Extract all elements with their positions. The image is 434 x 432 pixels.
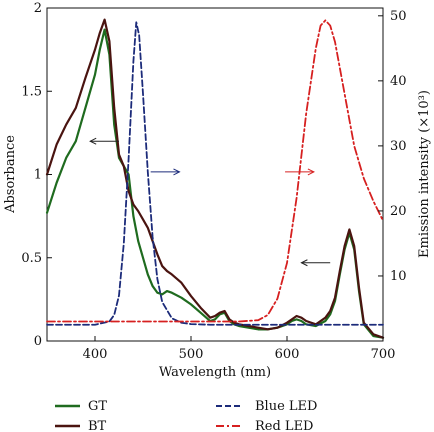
- x-tick-label: 600: [275, 347, 300, 362]
- y-right-tick-label: 50: [390, 9, 407, 24]
- legend-label-blue-led: Blue LED: [255, 399, 317, 414]
- y-right-tick-label: 20: [390, 204, 407, 219]
- tick-layer: 400 500 600 700 0 0.5 1 1.5 2 10 20 30 40 50: [21, 1, 406, 362]
- y-right-axis-label: Emission intensity (×10³): [417, 90, 432, 258]
- arrow-annotation-3: [285, 168, 315, 176]
- y-right-tick-label: 40: [390, 74, 407, 89]
- series-line-red-led: [46, 19, 384, 323]
- y-left-tick-label: 0: [34, 334, 42, 349]
- arrow-annotation-2: [150, 168, 181, 176]
- x-axis-label: Wavelength (nm): [159, 365, 271, 380]
- annotation-layer: [89, 137, 331, 267]
- series-line-blue-led: [46, 21, 384, 326]
- series-layer: [45, 18, 385, 339]
- y-right-tick-label: 10: [390, 269, 407, 284]
- x-tick-label: 400: [83, 347, 108, 362]
- y-left-tick-label: 0.5: [21, 251, 42, 266]
- legend: GT BT Blue LED Red LED: [55, 399, 317, 432]
- series-line-gt: [45, 28, 385, 339]
- y-left-tick-label: 1: [34, 168, 42, 183]
- x-tick-label: 700: [371, 347, 396, 362]
- legend-label-red-led: Red LED: [255, 419, 313, 432]
- legend-label-bt: BT: [88, 419, 107, 432]
- y-left-tick-label: 2: [34, 1, 42, 16]
- y-right-tick-label: 30: [390, 139, 407, 154]
- arrow-annotation-4: [300, 259, 331, 267]
- x-tick-label: 500: [179, 347, 204, 362]
- legend-label-gt: GT: [88, 399, 107, 414]
- y-left-axis-label: Absorbance: [3, 135, 18, 214]
- series-line-bt: [45, 18, 385, 339]
- y-left-tick-label: 1.5: [21, 84, 42, 99]
- arrow-annotation-1: [89, 137, 119, 145]
